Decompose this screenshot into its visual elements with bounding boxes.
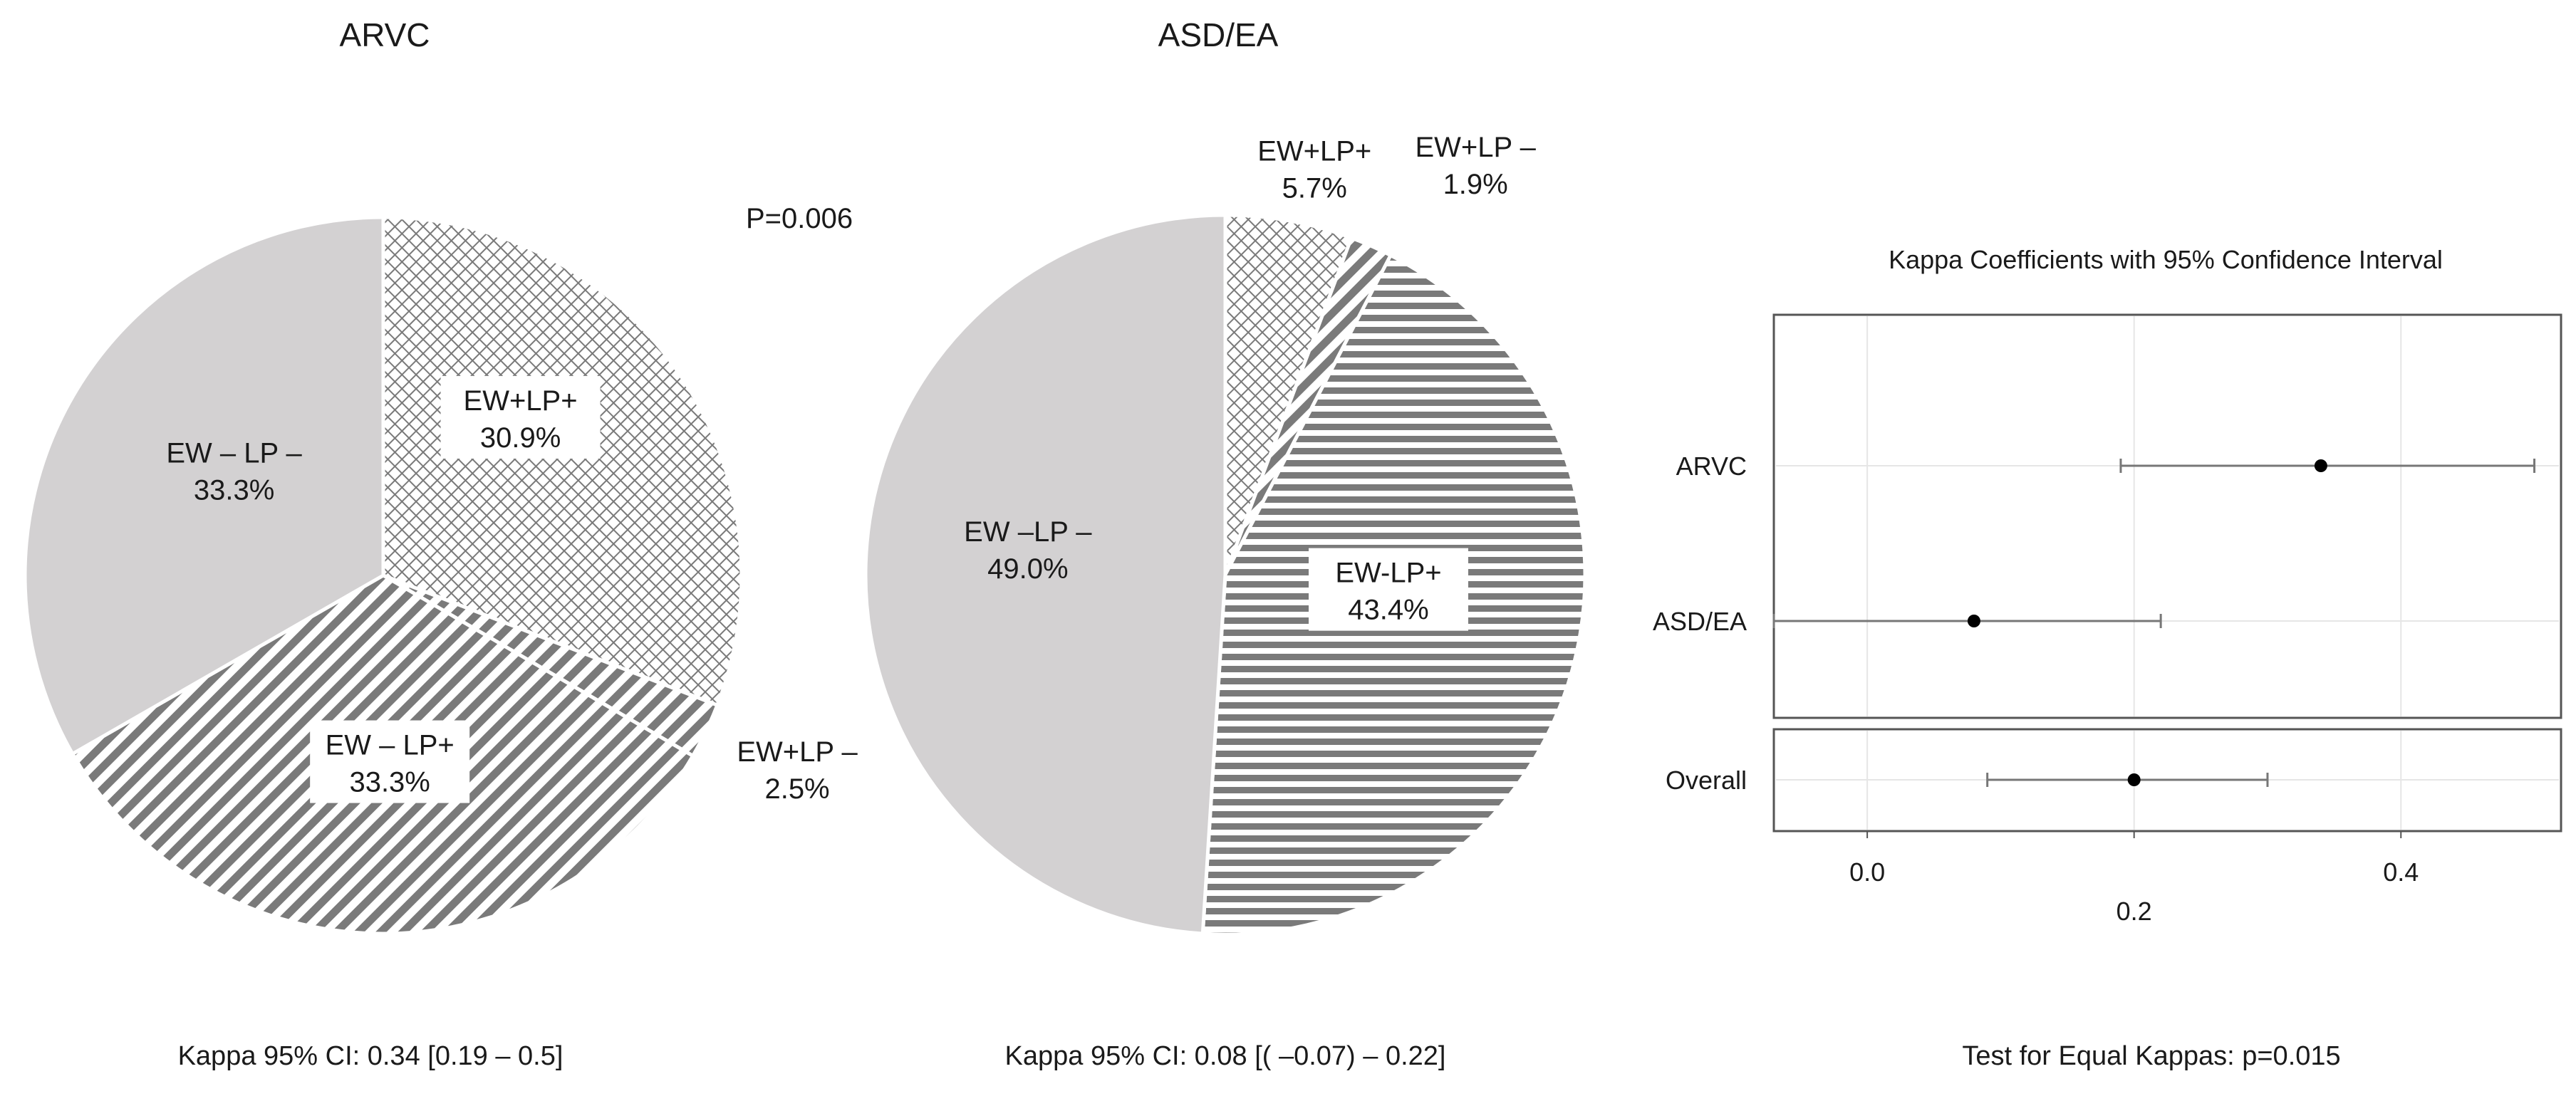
asdea-slice-value: 5.7% — [1282, 173, 1347, 204]
arvc-slice-name: EW+LP+ — [464, 385, 578, 417]
forest-point-asd-ea — [1967, 615, 1980, 627]
arvc-slice-label-ew-lp: EW+LP – 2.5% — [737, 736, 858, 805]
asdea-slice-name: EW-LP+ — [1335, 558, 1441, 589]
arvc-slice-label-ew-lp: EW – LP+ 33.3% — [310, 720, 470, 803]
forest-point-arvc — [2314, 459, 2327, 472]
forest-test-caption: Test for Equal Kappas: p=0.015 — [1962, 1041, 2341, 1071]
asdea-slice-label-ew-lp: EW+LP – 1.9% — [1415, 132, 1536, 200]
asdea-slice-label-box — [1309, 548, 1469, 631]
forest-row-label-asd-ea: ASD/EA — [1653, 607, 1747, 636]
forest-x-tick-label: 0.2 — [2117, 897, 2152, 926]
arvc-pie-chart: EW+LP+30.9%EW+LP –2.5%EW – LP+33.3%EW – … — [23, 215, 858, 936]
asdea-slice-value: 1.9% — [1443, 169, 1508, 200]
asdea-slice-label-ew-lp: EW-LP+ 43.4% — [1309, 548, 1469, 631]
forest-plot-title: Kappa Coefficients with 95% Confidence I… — [1889, 245, 2443, 274]
asdea-kappa-caption: Kappa 95% CI: 0.08 [( –0.07) – 0.22] — [1004, 1041, 1446, 1071]
asdea-slice-name: EW+LP – — [1415, 132, 1536, 163]
forest-main-panel — [1772, 313, 2562, 719]
arvc-slice-label-ew-lp: EW – LP – 33.3% — [166, 437, 302, 506]
asdea-slice-value: 49.0% — [987, 553, 1068, 585]
kappa-forest-plot: Kappa Coefficients with 95% Confidence I… — [1653, 245, 2562, 926]
arvc-slice-name: EW+LP – — [737, 736, 858, 768]
asdea-slice-name: EW –LP – — [964, 516, 1092, 548]
asdea-slice-label-ew-lp: EW –LP – 49.0% — [964, 516, 1092, 585]
asdea-slice-value: 43.4% — [1348, 595, 1428, 626]
arvc-slice-label-box — [440, 375, 601, 459]
asdea-slice-name: EW+LP+ — [1257, 136, 1371, 167]
asdea-chart-title: ASD/EA — [1158, 16, 1279, 53]
arvc-p-value: P=0.006 — [746, 203, 853, 234]
forest-row-label-overall: Overall — [1666, 766, 1747, 795]
forest-row-label-arvc: ARVC — [1676, 452, 1747, 481]
arvc-slice-name: EW – LP – — [166, 437, 302, 469]
arvc-slice-name: EW – LP+ — [326, 730, 455, 761]
asdea-slice-ew-lp — [863, 213, 1227, 936]
arvc-slice-ew-lp — [23, 215, 385, 757]
arvc-slice-ew-lp — [381, 215, 744, 708]
arvc-slice-label-ew-lp: EW+LP+ 30.9% — [440, 375, 601, 459]
arvc-slice-value: 33.3% — [194, 474, 274, 506]
asdea-pie-chart: EW+LP+ 5.7% EW+LP – 1.9% EW-LP+ 43.4% EW –LP –… — [863, 132, 1587, 936]
arvc-kappa-caption: Kappa 95% CI: 0.34 [0.19 – 0.5] — [177, 1041, 564, 1071]
forest-x-tick-label: 0.0 — [1849, 857, 1885, 887]
arvc-slice-value: 2.5% — [764, 773, 829, 805]
arvc-slice-label-box — [310, 720, 470, 803]
arvc-slice-value: 33.3% — [349, 767, 430, 798]
arvc-slice-value: 30.9% — [480, 422, 561, 454]
forest-point-overall — [2127, 773, 2141, 786]
asdea-slice-label-ew-lp: EW+LP+ 5.7% — [1257, 136, 1371, 204]
forest-x-tick-label: 0.4 — [2383, 857, 2419, 887]
asdea-slice-ew-lp — [1223, 213, 1354, 575]
arvc-chart-title: ARVC — [339, 16, 430, 53]
